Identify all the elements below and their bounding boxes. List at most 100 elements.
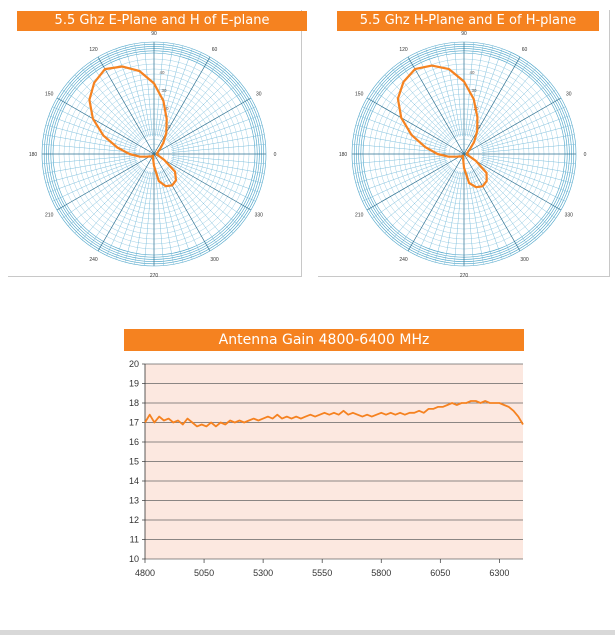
polar-spoke [143,171,153,266]
polar-spoke [384,166,452,234]
polar-spoke [480,106,566,147]
polar-spoke [81,167,143,240]
x-tick-label: 6050 [430,568,450,578]
polar-spoke [97,153,155,252]
polar-spoke [155,42,165,137]
polar-spoke [477,165,550,227]
polar-spoke [164,168,219,246]
polar-spoke [170,159,260,193]
polar-spoke [165,68,227,141]
polar-spoke [425,48,459,138]
polar-spoke [153,56,211,155]
polar-series-line [88,65,178,188]
polar-scale-label: 40 [159,70,165,75]
polar-spoke [468,45,494,137]
x-tick-label: 5300 [253,568,273,578]
polar-spoke [168,164,246,219]
polar-spoke [372,164,450,219]
polar-angle-label: 270 [150,273,159,279]
polar-spoke [465,171,475,266]
polar-spoke [153,97,252,155]
polar-spoke [158,171,184,263]
polar-spoke [45,158,137,184]
polar-spoke [444,171,462,265]
polar-spoke [170,161,256,202]
polar-spoke [362,161,448,202]
polar-spoke [355,158,447,184]
polar-angle-label: 90 [461,31,467,37]
polar-spoke [134,43,152,137]
polar-spoke [471,170,512,256]
polar-scale-label: 30 [161,88,167,93]
polar-scale-label: 30 [471,88,477,93]
y-tick-label: 15 [129,457,139,467]
polar-angle-label: 330 [255,213,264,219]
polar-spoke [407,56,465,155]
polar-spoke [469,48,503,138]
polar-spoke [56,153,155,211]
polar-spoke [155,171,165,266]
polar-spoke [481,143,576,153]
polar-spoke [391,167,453,240]
polar-angle-label: 300 [520,257,529,263]
x-tick-label: 5800 [371,568,391,578]
gain-chart-title: Antenna Gain 4800-6400 MHz [124,329,524,351]
polar-angle-label: 180 [339,152,348,158]
y-tick-label: 16 [129,437,139,447]
polar-spoke [115,170,149,260]
polar-spoke [74,74,142,142]
polar-spoke [68,165,141,227]
polar-spoke [158,45,184,137]
polar-angle-label: 90 [151,31,157,37]
polar-spoke [434,45,460,137]
polar-grid [351,41,577,267]
polar-spoke [378,165,451,227]
polar-chart-title: 5.5 Ghz H-Plane and E of H-plane [337,11,599,31]
polar-angle-label: 150 [355,92,364,98]
polar-angle-label: 120 [399,47,408,53]
polar-spoke [474,62,529,140]
polar-chart-title: 5.5 Ghz E-Plane and H of E-plane [17,11,307,31]
polar-scale-label: 40 [469,70,475,75]
polar-spoke [168,89,246,144]
polar-spoke [465,42,475,137]
polar-spoke [466,43,484,137]
y-tick-label: 11 [130,535,139,545]
polar-spoke [171,158,263,184]
polar-spoke [170,115,260,149]
polar-spoke [477,81,550,143]
polar-spoke [45,124,137,150]
polar-spoke [166,74,234,142]
polar-spoke [372,89,450,144]
polar-spoke [143,42,153,137]
polar-spoke [171,155,266,165]
polar-spoke [463,153,521,252]
polar-spoke [97,56,155,155]
polar-spoke [463,56,521,155]
y-tick-label: 19 [129,379,139,389]
y-tick-label: 14 [129,476,139,486]
polar-spoke [134,171,152,265]
polar-angle-label: 240 [89,257,98,263]
polar-spoke [444,43,462,137]
polar-spoke [399,168,454,246]
polar-spoke [358,159,448,193]
polar-spoke [68,81,141,143]
polar-spoke [362,106,448,147]
polar-spoke [355,124,447,150]
polar-spoke [161,170,202,256]
polar-spoke [384,74,452,142]
x-tick-label: 5550 [312,568,332,578]
y-tick-label: 17 [129,418,139,428]
x-tick-label: 4800 [135,568,155,578]
polar-spoke [166,166,234,234]
polar-spoke [453,42,463,137]
polar-spoke [89,62,144,140]
polar-angle-label: 330 [565,213,574,219]
polar-spoke [407,153,465,252]
polar-spoke [89,168,144,246]
polar-spoke [52,161,138,202]
polar-chart-e-plane: 5.5 Ghz E-Plane and H of E-plane 90 60 30 0… [8,10,307,279]
